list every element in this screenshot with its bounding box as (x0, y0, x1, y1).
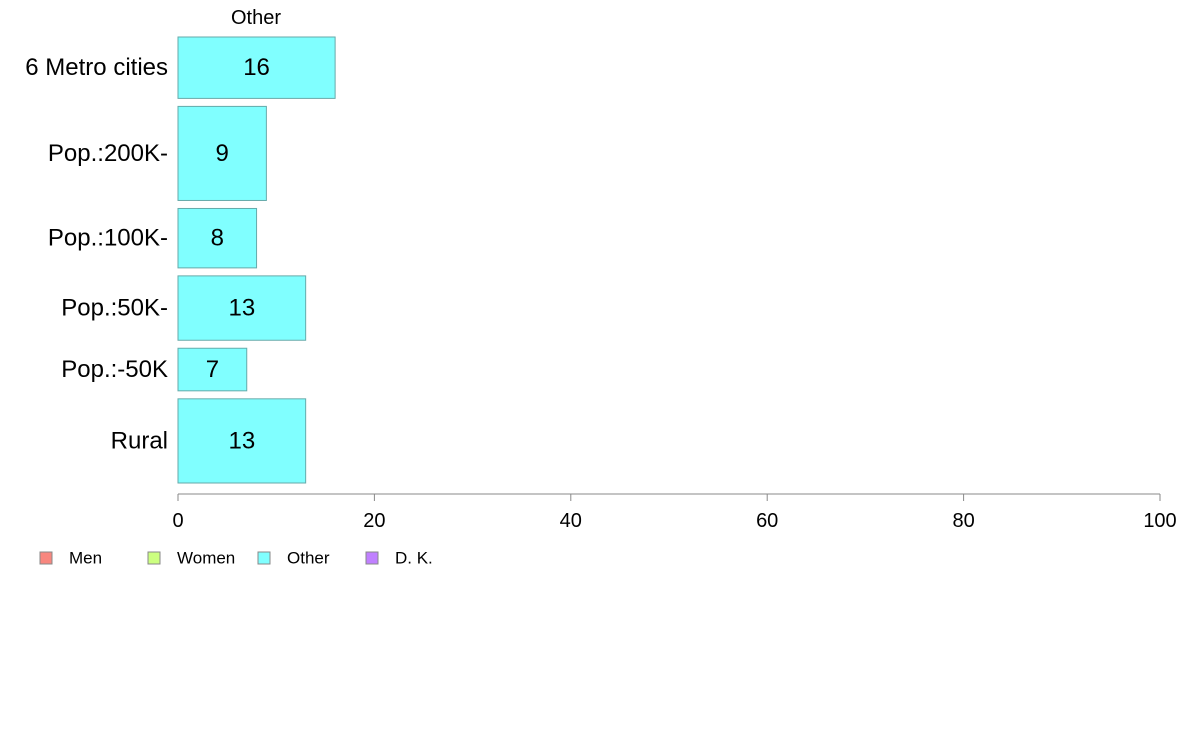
category-label: Pop.:-50K (61, 356, 168, 383)
bar-value-label: 13 (228, 427, 255, 454)
legend-label: Men (69, 549, 102, 568)
bar (177, 105, 267, 201)
legend-label: Other (287, 549, 330, 568)
bar (177, 207, 258, 269)
x-tick-label: 80 (952, 510, 974, 532)
category-label: Pop.:50K- (61, 295, 168, 322)
legend-swatch (39, 551, 53, 565)
legend-label: Women (177, 549, 235, 568)
legend: Men Women Other D. K. (39, 549, 433, 568)
bar-value-label: 13 (228, 295, 255, 322)
legend-swatch (365, 551, 379, 565)
bar-value-label: 7 (206, 356, 219, 383)
bar-value-label: 16 (243, 54, 270, 81)
bar (177, 275, 307, 341)
x-tick-label: 20 (363, 510, 385, 532)
legend-label: D. K. (395, 549, 433, 568)
chart-title: Other (231, 7, 281, 29)
category-label: Pop.:100K- (48, 225, 168, 252)
bars: 16 6 Metro cities 9 Pop.:200K- 8 Pop.:100K- 13… (25, 36, 336, 484)
x-tick-label: 60 (756, 510, 778, 532)
x-tick-label: 40 (560, 510, 582, 532)
bar-value-label: 8 (211, 225, 224, 252)
category-label: Rural (111, 427, 168, 454)
x-axis: 0 20 40 60 80 100 (172, 493, 1177, 532)
legend-swatch (147, 551, 161, 565)
bar-value-label: 9 (216, 140, 229, 167)
bar (177, 347, 248, 392)
category-label: Pop.:200K- (48, 140, 168, 167)
bar (177, 36, 336, 99)
bar (177, 398, 307, 484)
legend-swatch (257, 551, 271, 565)
category-label: 6 Metro cities (25, 54, 168, 81)
x-tick-label: 0 (172, 510, 183, 532)
x-tick-label: 100 (1143, 510, 1176, 532)
